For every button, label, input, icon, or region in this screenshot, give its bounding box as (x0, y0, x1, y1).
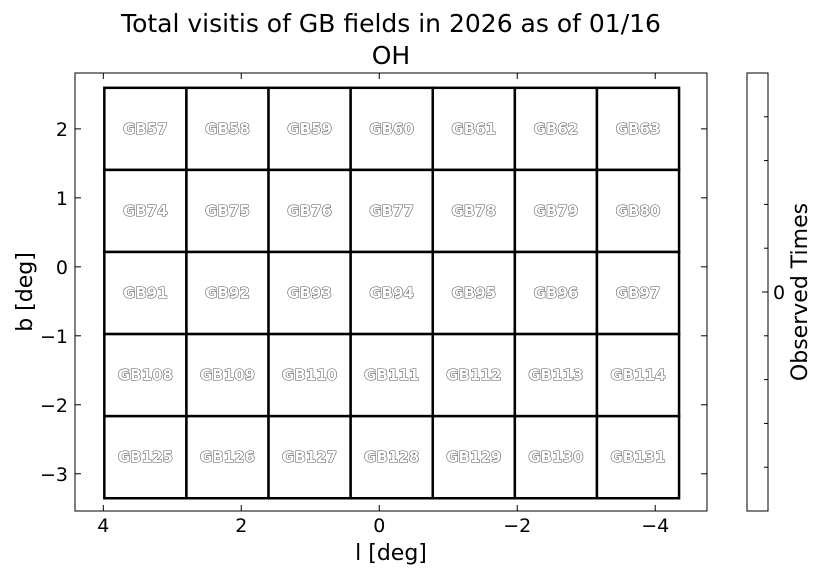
field-cell (431, 250, 517, 336)
field-label: GB80 (616, 202, 661, 220)
field-label: GB58 (205, 120, 250, 138)
field-label: GB110 (282, 366, 337, 384)
x-tick-label: 2 (235, 515, 247, 537)
field-cell (103, 86, 188, 172)
field-cell (513, 250, 599, 336)
field-label: GB61 (451, 120, 496, 138)
field-label: GB112 (446, 366, 501, 384)
field-label: GB130 (528, 448, 583, 466)
field-cell (431, 86, 517, 172)
field-label: GB91 (123, 284, 168, 302)
colorbar-tick-label: 0 (773, 282, 785, 304)
field-cell (595, 250, 681, 336)
chart-subtitle: OH (372, 41, 410, 70)
field-label: GB62 (534, 120, 579, 138)
field-label: GB63 (616, 120, 661, 138)
field-label: GB111 (364, 366, 419, 384)
colorbar-label: Observed Times (788, 203, 813, 381)
field-cell (431, 414, 517, 500)
field-label: GB79 (534, 202, 579, 220)
field-label: GB75 (205, 202, 250, 220)
y-axis-label: b [deg] (13, 252, 38, 332)
x-tick-label: 4 (97, 515, 109, 537)
field-label: GB108 (118, 366, 173, 384)
field-label: GB114 (610, 366, 665, 384)
field-label: GB131 (610, 448, 665, 466)
field-label: GB57 (123, 120, 168, 138)
field-label: GB113 (528, 366, 583, 384)
field-cell (185, 168, 270, 254)
y-tick-label: 1 (56, 188, 68, 210)
field-label: GB129 (446, 448, 501, 466)
field-cell (349, 250, 434, 336)
field-cell (185, 414, 270, 500)
y-tick-label: −3 (40, 464, 68, 486)
x-tick-label: −4 (641, 515, 669, 537)
field-label: GB97 (616, 284, 661, 302)
field-cell (103, 332, 188, 418)
field-cell (103, 250, 188, 336)
field-cell (185, 250, 270, 336)
field-label: GB77 (369, 202, 414, 220)
y-tick-label: 2 (56, 119, 68, 141)
field-cell (431, 332, 517, 418)
x-axis-label: l [deg] (355, 541, 427, 566)
field-label: GB95 (451, 284, 496, 302)
x-tick-label: −2 (503, 515, 531, 537)
field-label: GB78 (451, 202, 496, 220)
field-label: GB96 (534, 284, 579, 302)
field-label: GB76 (287, 202, 332, 220)
field-label: GB74 (123, 202, 168, 220)
y-tick-label: −1 (40, 326, 68, 348)
field-cell (595, 332, 681, 418)
field-label: GB125 (118, 448, 173, 466)
x-tick-label: 0 (373, 515, 385, 537)
field-label: GB128 (364, 448, 419, 466)
chart-title: Total visitis of GB fields in 2026 as of… (120, 9, 661, 38)
field-label: GB126 (200, 448, 255, 466)
field-label: GB92 (205, 284, 250, 302)
field-label: GB59 (287, 120, 332, 138)
field-cell (595, 414, 681, 500)
field-cell (513, 414, 599, 500)
y-tick-label: −2 (40, 395, 68, 417)
field-cell (595, 86, 681, 172)
field-label: GB109 (200, 366, 255, 384)
field-cell (349, 168, 434, 254)
field-label: GB127 (282, 448, 337, 466)
y-tick-label: 0 (56, 257, 68, 279)
field-label: GB94 (369, 284, 414, 302)
field-label: GB60 (369, 120, 414, 138)
field-cell (513, 168, 599, 254)
field-label: GB93 (287, 284, 332, 302)
